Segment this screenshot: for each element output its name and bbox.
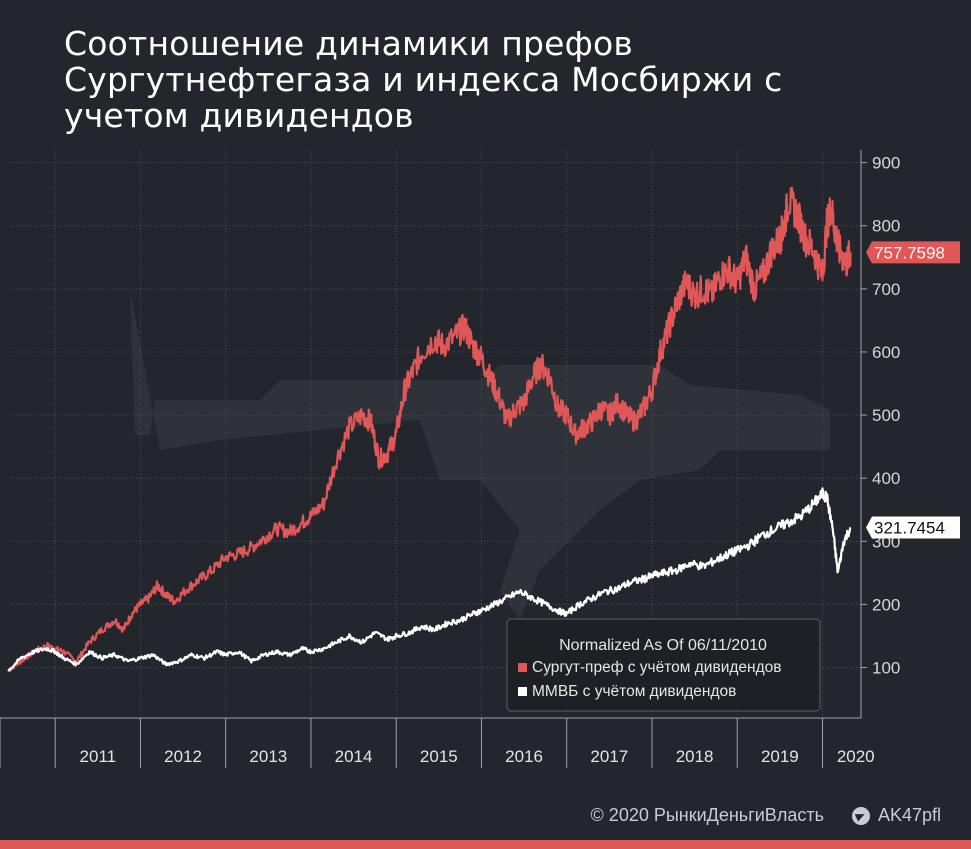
- x-tick-label-2012: 2012: [164, 747, 202, 766]
- grid-lines: [10, 150, 860, 718]
- telegram-icon: [851, 806, 870, 825]
- chart-title: Соотношение динамики префов Сургутнефтег…: [64, 24, 783, 135]
- x-tick-label-2015: 2015: [420, 747, 458, 766]
- x-tick-label-2020: 2020: [837, 747, 875, 766]
- legend-swatch-sngsp: [518, 663, 527, 672]
- footer: © 2020 РынкиДеньгиВласть AK47pfl: [591, 805, 941, 826]
- legend: Normalized As Of 06/11/2010 Сургут-преф …: [506, 618, 821, 712]
- legend-title: Normalized As Of 06/11/2010: [559, 637, 767, 654]
- x-tick-label-2018: 2018: [676, 747, 714, 766]
- copyright-text: © 2020 РынкиДеньгиВласть: [590, 805, 824, 825]
- chart-svg: 2011 2012 2013 2014 2015 2016 2017 2018 2019 2020…: [0, 150, 960, 768]
- y-tick-label-400: 400: [872, 469, 900, 488]
- series-line-1: [7, 487, 852, 672]
- x-tick-label-2017: 2017: [590, 747, 628, 766]
- x-tick-label-2016: 2016: [505, 747, 543, 766]
- x-axis: 2011 2012 2013 2014 2015 2016 2017 2018 2019 2020: [0, 717, 875, 768]
- y-tick-label-600: 600: [872, 343, 900, 362]
- legend-swatch-mmvb: [518, 687, 527, 696]
- legend-label-mmvb: ММВБ с учётом дивидендов: [532, 683, 736, 700]
- y-tick-label-900: 900: [872, 154, 900, 173]
- legend-box: [506, 618, 821, 712]
- y-tick-label-200: 200: [872, 595, 900, 614]
- y-tick-label-700: 700: [872, 280, 900, 299]
- rifle-watermark-icon: [130, 290, 830, 620]
- last-value-badge-0: [866, 241, 960, 264]
- series-line-0: [7, 186, 852, 673]
- last-value-text-1: 321.7454: [874, 519, 945, 538]
- last-value-labels: 757.7598 321.7454: [866, 241, 960, 539]
- legend-label-sngsp: Сургут-преф с учётом дивидендов: [532, 659, 781, 676]
- x-tick-label-2011: 2011: [80, 747, 117, 766]
- last-value-text-0: 757.7598: [874, 243, 945, 262]
- y-tick-label-500: 500: [872, 406, 900, 425]
- y-tick-label-800: 800: [872, 217, 900, 236]
- x-tick-label-2019: 2019: [761, 747, 799, 766]
- chart-container: 2011 2012 2013 2014 2015 2016 2017 2018 2019 2020…: [0, 150, 971, 795]
- last-value-badge-1: [866, 516, 960, 539]
- telegram-handle[interactable]: AK47pfl: [877, 805, 941, 825]
- x-tick-label-2013: 2013: [249, 747, 287, 766]
- x-tick-label-2014: 2014: [335, 747, 373, 766]
- series-layer: [7, 186, 852, 673]
- accent-bar: [0, 840, 971, 849]
- y-tick-label-100: 100: [872, 659, 900, 678]
